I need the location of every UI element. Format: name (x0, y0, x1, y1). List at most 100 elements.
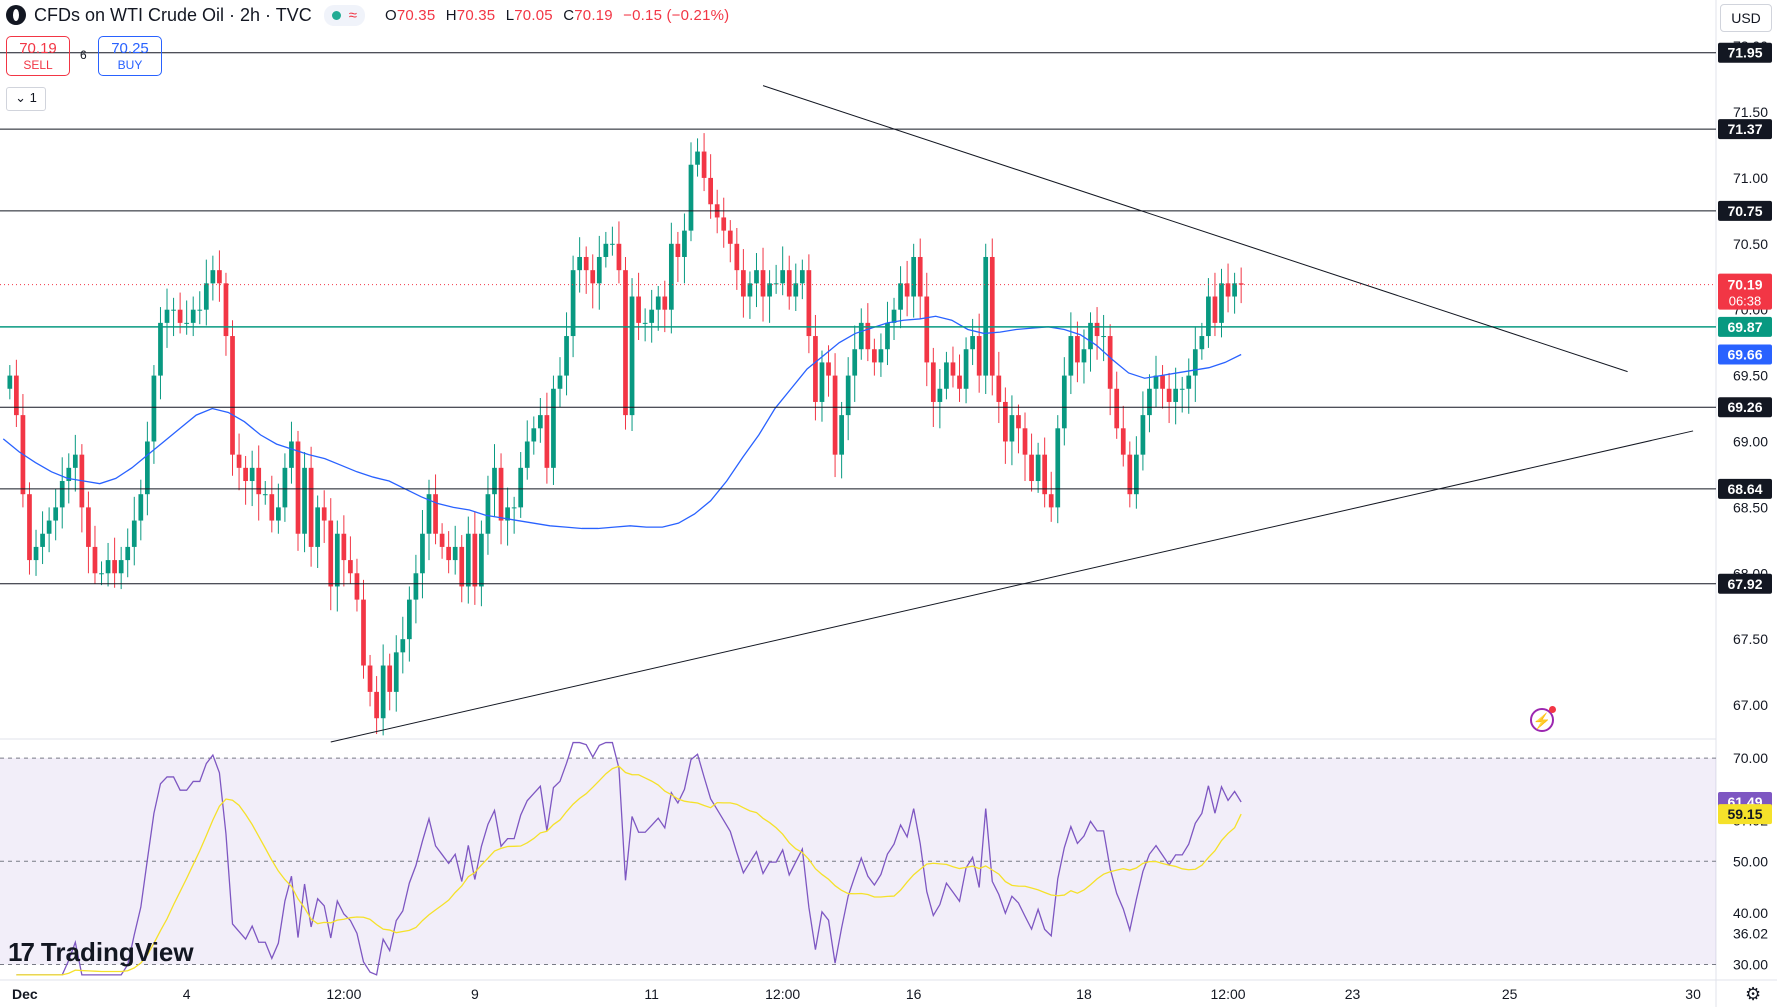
price-tick-label: 67.00 (1733, 697, 1768, 713)
candle-body (557, 375, 563, 389)
candle-body (321, 507, 327, 521)
candle-body (904, 283, 910, 297)
candle-body (1140, 415, 1146, 455)
candle-body (1166, 388, 1172, 402)
chart-title[interactable]: CFDs on WTI Crude Oil · 2h · TVC (34, 4, 312, 25)
candle-body (367, 665, 373, 692)
rsi-tick-label: 30.00 (1733, 957, 1768, 973)
candle-body (537, 415, 543, 429)
support-price-tag (1718, 316, 1772, 337)
tradingview-logo[interactable]: 17 TradingView (8, 937, 194, 968)
candle-body (7, 375, 13, 389)
candle-body (603, 243, 609, 257)
candle-body (623, 270, 628, 416)
candle-body (767, 283, 772, 297)
candle-body (308, 467, 314, 547)
buy-button[interactable]: 70.25 BUY (98, 36, 162, 76)
candle-body (596, 256, 602, 284)
candle-body (564, 336, 569, 376)
candle-body (217, 270, 222, 284)
collapse-indicators-button[interactable]: ⌄ 1 (6, 87, 46, 111)
time-tick-label: 12:00 (326, 986, 361, 1002)
candle-body (1094, 322, 1100, 337)
candle-body (393, 652, 399, 692)
candle-body (1055, 428, 1061, 508)
candle-body (33, 546, 39, 561)
candle-body (53, 507, 59, 521)
price-tick-label: 68.50 (1733, 499, 1768, 515)
candle-body (426, 494, 432, 534)
candle-body (177, 309, 183, 323)
candle-body (734, 243, 740, 271)
time-tick-label: 11 (644, 986, 659, 1002)
candle-body (924, 296, 930, 363)
candle-body (505, 507, 510, 521)
bar-countdown-label: 06:38 (1729, 294, 1762, 309)
currency-selector[interactable]: USD (1720, 4, 1772, 32)
gear-icon[interactable]: ⚙ (1745, 984, 1762, 1004)
candle-body (610, 243, 615, 245)
candle-body (727, 230, 733, 244)
tradingview-mark-icon: 17 (8, 937, 35, 967)
candle-body (72, 454, 78, 468)
candle-body (793, 283, 799, 297)
low-value: 70.05 (514, 6, 553, 24)
candle-body (1186, 375, 1192, 389)
candle-body (328, 520, 334, 587)
candle-body (1114, 388, 1120, 429)
level-price-label: 70.75 (1727, 203, 1762, 219)
candle-body (92, 546, 98, 574)
price-tick-label: 71.00 (1733, 170, 1768, 186)
chart-header: CFDs on WTI Crude Oil · 2h · TVC ≈ O70.3… (0, 0, 729, 30)
level-price-tag (1718, 200, 1772, 221)
candle-body (780, 270, 786, 284)
sell-button[interactable]: 70.19 SELL (6, 36, 70, 76)
time-tick-label: 9 (471, 986, 479, 1002)
candle-body (1192, 349, 1198, 376)
time-tick-label: Dec (12, 986, 38, 1002)
candle-body (917, 256, 923, 297)
candle-body (649, 309, 655, 323)
level-price-label: 71.95 (1727, 45, 1762, 61)
candle-body (930, 362, 936, 402)
price-tick-label: 70.50 (1733, 236, 1768, 252)
candle-body (479, 533, 484, 587)
time-tick-label: 12:00 (765, 986, 800, 1002)
candle-body (164, 309, 170, 323)
candle-body (858, 322, 864, 350)
candle-body (105, 560, 111, 574)
market-status-pill[interactable]: ≈ (323, 4, 365, 26)
candle-body (295, 441, 301, 534)
candle-body (387, 665, 393, 692)
last-price-label: 70.19 (1727, 277, 1762, 293)
candle-body (760, 270, 766, 297)
price-tick-label: 67.50 (1733, 631, 1768, 647)
candle-body (472, 533, 478, 587)
candle-body (531, 428, 537, 442)
candle-body (1101, 336, 1106, 338)
candle-body (616, 243, 622, 271)
level-price-tag (1718, 42, 1772, 63)
candle-body (1134, 454, 1139, 495)
candle-body (983, 256, 989, 376)
candle-body (86, 507, 91, 547)
ma-price-tag (1718, 344, 1772, 365)
candle-body (184, 322, 190, 324)
price-tick-label: 71.50 (1733, 104, 1768, 120)
candle-body (374, 691, 379, 719)
candle-body (695, 151, 700, 165)
candle-body (963, 349, 969, 389)
candle-body (1219, 283, 1224, 323)
candle-body (511, 507, 517, 509)
candle-body (865, 322, 871, 350)
candle-body (354, 573, 360, 600)
candle-body (446, 546, 452, 561)
lightning-icon[interactable]: ⚡ (1530, 706, 1556, 732)
time-tick-label: 18 (1076, 986, 1092, 1002)
candle-body (203, 283, 209, 310)
candle-body (348, 560, 353, 574)
candle-body (1212, 296, 1218, 323)
candle-body (282, 467, 288, 508)
candle-body (361, 599, 366, 666)
